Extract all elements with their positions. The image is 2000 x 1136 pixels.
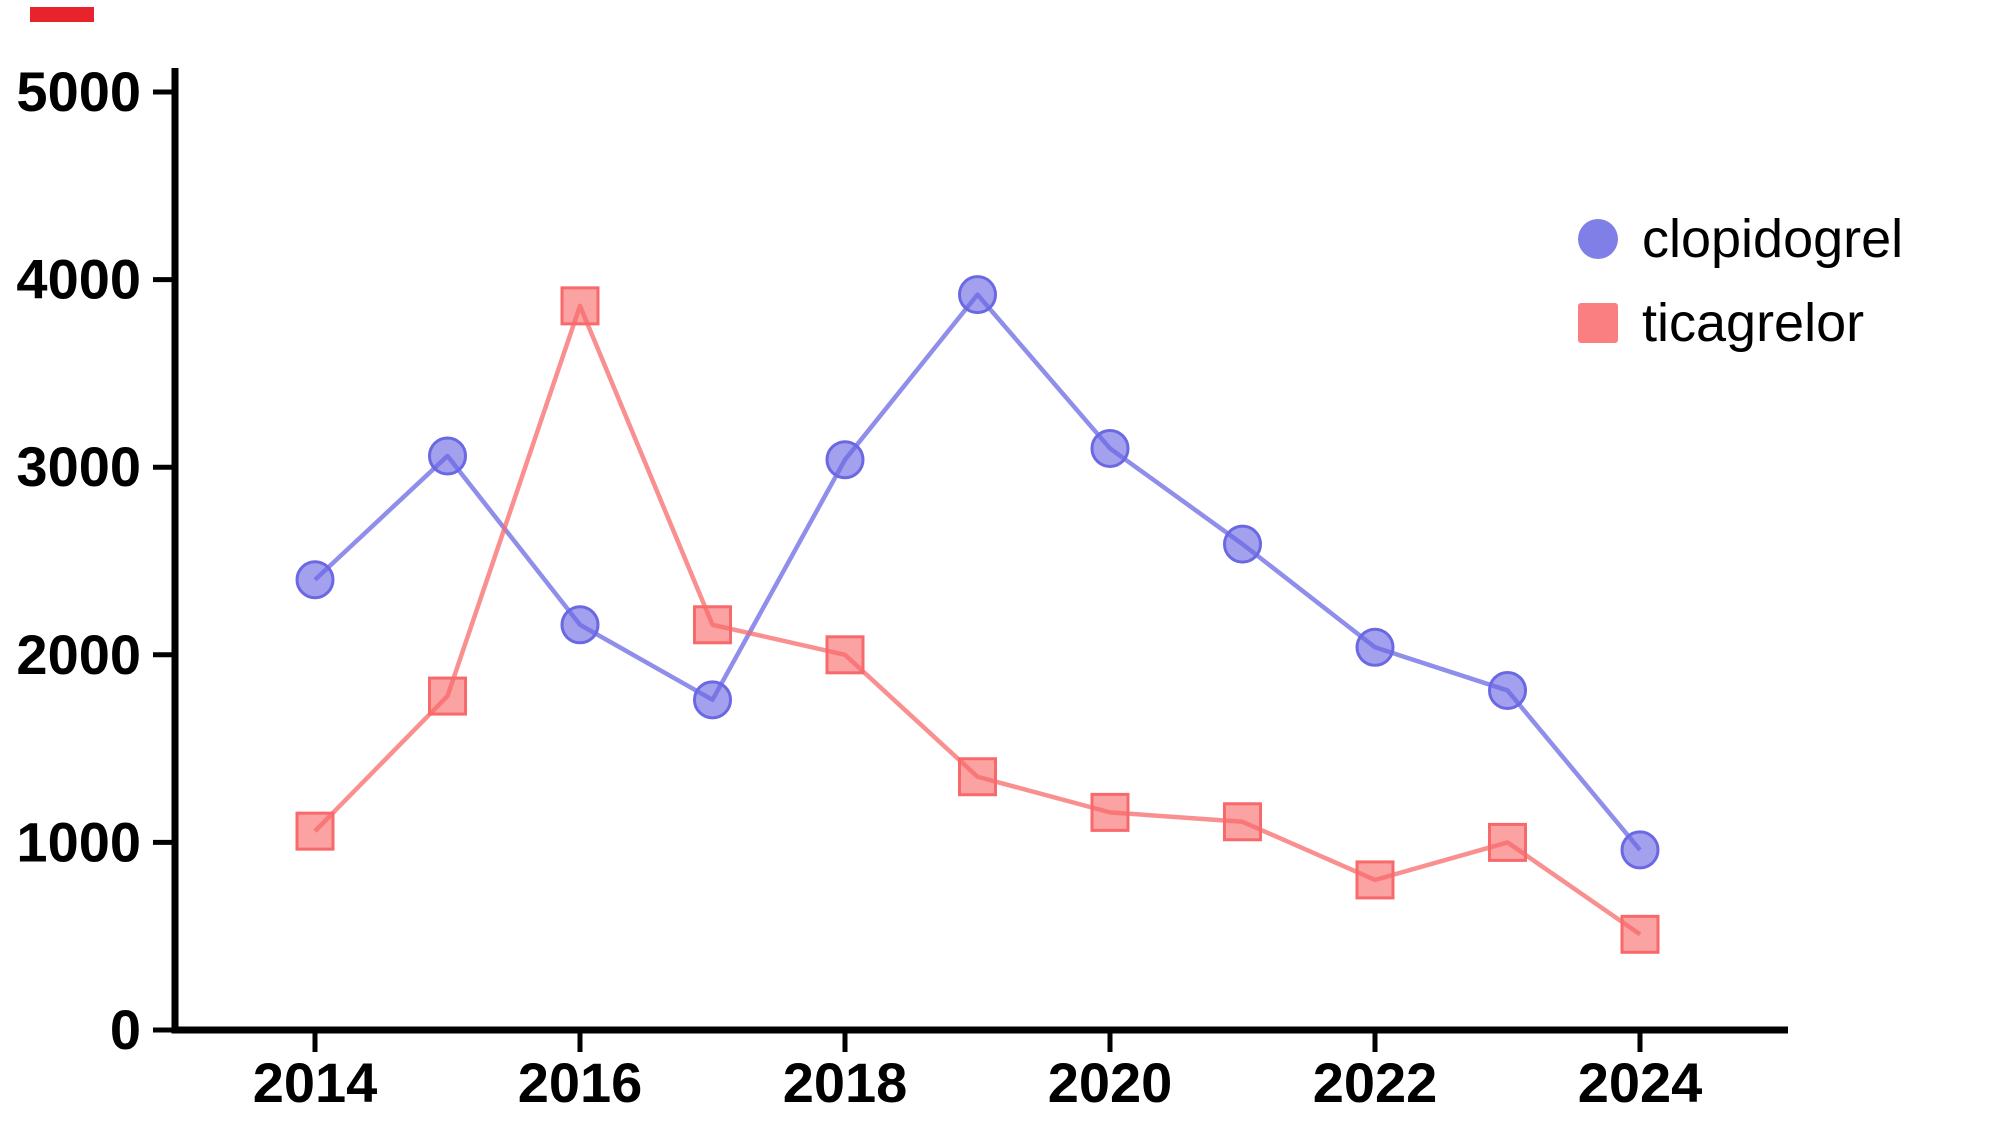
- y-tick-label: 3000: [16, 435, 141, 498]
- data-point-clopidogrel: [560, 605, 600, 645]
- y-tick-label: 1000: [16, 810, 141, 873]
- data-point-ticagrelor: [1355, 860, 1395, 900]
- y-tick-label: 5000: [16, 60, 141, 123]
- data-point-ticagrelor: [1090, 792, 1130, 832]
- x-tick-label: 2022: [1313, 1051, 1438, 1114]
- x-tick-label: 2014: [253, 1051, 378, 1114]
- data-point-clopidogrel: [693, 680, 732, 720]
- data-point-clopidogrel: [295, 560, 335, 600]
- data-point-ticagrelor: [295, 811, 335, 851]
- y-tick-label: 4000: [16, 248, 141, 311]
- y-tick-label: 0: [110, 998, 141, 1061]
- data-point-ticagrelor: [958, 757, 997, 797]
- data-point-clopidogrel: [1620, 830, 1660, 870]
- data-point-ticagrelor: [693, 605, 732, 645]
- data-point-ticagrelor: [560, 286, 600, 326]
- x-tick-label: 2020: [1048, 1051, 1173, 1114]
- legend-item-ticagrelor: ticagrelor: [1578, 296, 1903, 350]
- data-point-clopidogrel: [1355, 627, 1395, 667]
- ticagrelor-square-marker-icon: [1578, 303, 1618, 343]
- legend-item-clopidogrel: clopidogrel: [1578, 212, 1903, 266]
- data-point-clopidogrel: [825, 440, 865, 480]
- data-point-ticagrelor: [1488, 822, 1527, 862]
- y-tick-label: 2000: [16, 623, 141, 686]
- data-point-ticagrelor: [1223, 802, 1262, 842]
- data-point-clopidogrel: [958, 275, 997, 315]
- top-left-red-mark: [30, 7, 94, 22]
- series-line-ticagrelor: [313, 303, 1642, 937]
- data-point-clopidogrel: [1090, 428, 1130, 468]
- data-point-ticagrelor: [1620, 914, 1660, 954]
- data-point-ticagrelor: [428, 676, 467, 716]
- data-point-clopidogrel: [428, 436, 467, 476]
- x-tick-label: 2018: [783, 1051, 908, 1114]
- legend-label-clopidogrel: clopidogrel: [1642, 209, 1904, 269]
- chart-legend: clopidogrel ticagrelor: [1578, 212, 1903, 350]
- data-point-clopidogrel: [1488, 670, 1527, 710]
- data-point-ticagrelor: [825, 635, 865, 675]
- data-point-clopidogrel: [1223, 524, 1262, 564]
- clopidogrel-circle-marker-icon: [1578, 219, 1618, 259]
- x-tick-label: 2016: [518, 1051, 643, 1114]
- legend-label-ticagrelor: ticagrelor: [1642, 293, 1865, 353]
- x-tick-label: 2024: [1578, 1051, 1703, 1114]
